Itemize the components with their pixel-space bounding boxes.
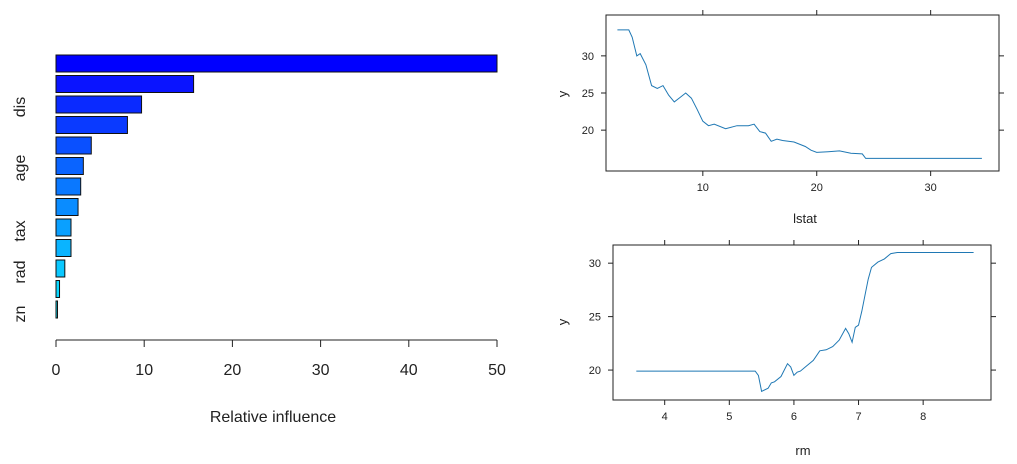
bar-8 — [55, 218, 72, 237]
x-tick-label-1: 10 — [135, 362, 153, 379]
y-tick-label-0: 20 — [582, 125, 594, 137]
x-tick-label-1: 5 — [726, 411, 732, 423]
plot-frame — [612, 244, 992, 401]
bar-7 — [55, 198, 79, 216]
plot-frame — [605, 14, 1000, 172]
x-axis-title: rm — [795, 443, 810, 458]
ylabel-zn: zn — [12, 306, 29, 323]
bar-5 — [55, 157, 84, 175]
y-tick-label-0: 20 — [589, 365, 601, 377]
bar-12 — [55, 300, 58, 319]
x-tick-label-2: 6 — [791, 411, 797, 423]
x-tick-label-4: 8 — [920, 411, 926, 423]
ylabel-rad: rad — [12, 260, 29, 283]
data-line — [636, 252, 974, 393]
y-tick-label-1: 25 — [582, 88, 594, 100]
y-tick-label-1: 25 — [589, 312, 601, 324]
bar-2 — [55, 95, 143, 114]
x-tick-label-2: 30 — [925, 182, 937, 194]
x-axis-title: lstat — [793, 211, 817, 226]
ylabel-age: age — [12, 155, 29, 182]
lstat-dependence-plot: lstat y 10 20 30 20 25 30 — [555, 10, 1004, 226]
bar-0 — [55, 54, 498, 73]
y-category-labels: dis age tax rad zn — [12, 97, 29, 323]
y-tick-label-2: 30 — [589, 258, 601, 270]
x-tick-label-3: 7 — [855, 411, 861, 423]
bars-group — [55, 54, 498, 319]
data-line — [617, 29, 982, 159]
ylabel-tax: tax — [12, 220, 29, 241]
x-tick-label-2: 20 — [224, 362, 242, 379]
influence-bar-chart: dis age tax rad zn 0 10 20 30 40 50 Relative … — [12, 54, 506, 426]
ylabel-dis: dis — [12, 97, 29, 117]
rm-dependence-plot: rm y 4 5 6 7 8 20 25 30 — [555, 240, 996, 458]
bar-9 — [55, 239, 72, 257]
y-axis-title: y — [555, 90, 570, 97]
x-tick-label-1: 20 — [811, 182, 823, 194]
bar-3 — [55, 116, 128, 134]
bar-1 — [55, 75, 195, 93]
x-tick-label-0: 4 — [662, 411, 668, 423]
bar-6 — [55, 177, 82, 196]
bar-4 — [55, 136, 92, 155]
bar-11 — [55, 280, 61, 298]
x-axis: 0 10 20 30 40 50 — [52, 339, 506, 379]
y-tick-label-2: 30 — [582, 51, 594, 63]
x-tick-label-4: 40 — [400, 362, 418, 379]
x-axis-title: Relative influence — [210, 409, 336, 426]
x-tick-label-0: 10 — [697, 182, 709, 194]
x-tick-label-0: 0 — [52, 362, 61, 379]
bar-10 — [55, 259, 66, 278]
x-tick-label-5: 50 — [488, 362, 506, 379]
x-tick-label-3: 30 — [312, 362, 330, 379]
y-axis-title: y — [555, 318, 570, 325]
